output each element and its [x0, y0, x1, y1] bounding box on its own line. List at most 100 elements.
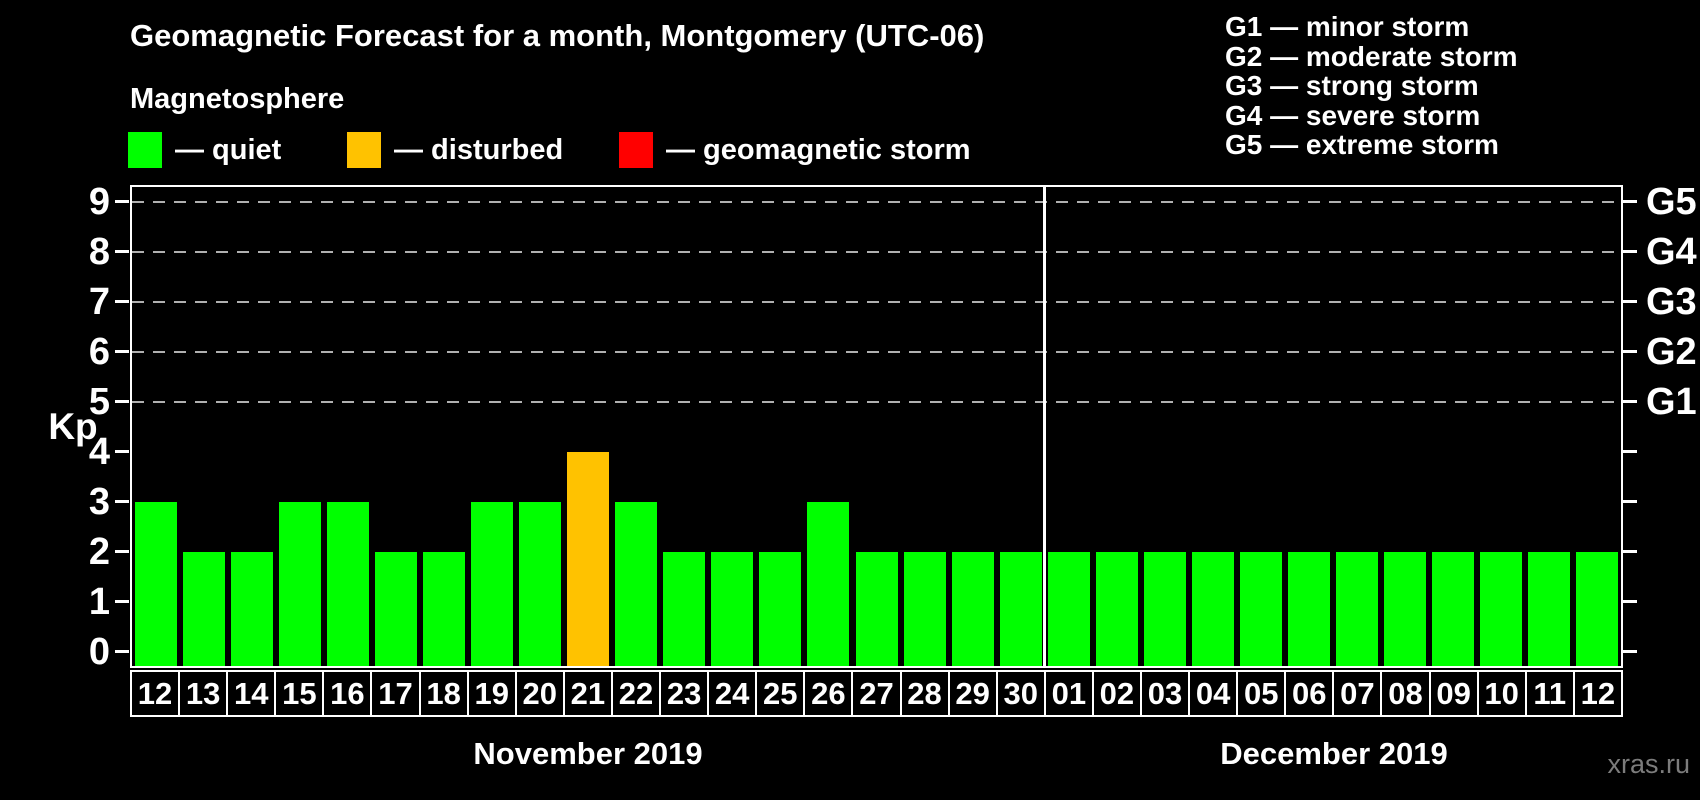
kp-bar-day-16	[327, 501, 370, 666]
legend-label-disturbed: — disturbed	[394, 133, 564, 166]
storm-color-swatch	[619, 132, 653, 168]
y-axis-tick-right-2	[1623, 550, 1637, 553]
y-axis-label-3: 3	[88, 480, 110, 523]
day-cell-17: 17	[372, 672, 421, 715]
gridline-kp5	[132, 400, 1621, 403]
kp-bar-day-13	[183, 551, 226, 666]
day-cell-22: 22	[613, 672, 662, 715]
gridline-kp6	[132, 350, 1621, 353]
storm-scale-g2: G2 — moderate storm	[1225, 40, 1518, 72]
y-axis-tick-left-9	[115, 200, 129, 203]
day-cell-04: 04	[1190, 672, 1239, 715]
kp-bar-day-12	[135, 501, 178, 666]
storm-scale-g4: G4 — severe storm	[1225, 99, 1481, 131]
kp-bar-day-15	[279, 501, 322, 666]
gridline-kp7	[132, 300, 1621, 303]
y-axis-tick-left-0	[115, 650, 129, 653]
y-axis-tick-left-1	[115, 600, 129, 603]
kp-bar-day-08	[1383, 551, 1426, 666]
kp-bar-day-28	[903, 551, 946, 666]
y-axis-label-8: 8	[88, 230, 110, 273]
legend-item-disturbed: — disturbed	[347, 131, 563, 169]
kp-bar-day-01	[1047, 551, 1090, 666]
month-label-december: December 2019	[1220, 736, 1448, 771]
gridline-kp8	[132, 250, 1621, 253]
y-axis-tick-left-5	[115, 400, 129, 403]
day-cell-18: 18	[421, 672, 469, 715]
y-axis-tick-left-7	[115, 300, 129, 303]
day-cell-16: 16	[324, 672, 373, 715]
g-scale-label-g4: G4	[1646, 230, 1697, 273]
day-cell-20: 20	[517, 672, 565, 715]
kp-bar-day-23	[663, 551, 706, 666]
chart-title: Geomagnetic Forecast for a month, Montgo…	[130, 18, 985, 53]
y-axis-title: Kp	[48, 406, 98, 447]
kp-bar-day-21	[567, 451, 610, 666]
y-axis-tick-right-4	[1623, 450, 1637, 453]
day-cell-23: 23	[661, 672, 710, 715]
day-cell-14: 14	[228, 672, 277, 715]
day-cell-11: 11	[1527, 672, 1575, 715]
day-cell-25: 25	[757, 672, 806, 715]
y-axis-tick-left-4	[115, 450, 129, 453]
y-axis-tick-right-7	[1623, 300, 1637, 303]
day-cell-24: 24	[709, 672, 758, 715]
y-axis-tick-right-9	[1623, 200, 1637, 203]
day-cell-12: 12	[1580, 675, 1616, 711]
y-axis-label-9: 9	[88, 180, 110, 223]
day-cell-26: 26	[805, 672, 854, 715]
storm-scale-g1: G1 — minor storm	[1225, 11, 1470, 42]
storm-scale-g5: G5 — extreme storm	[1225, 129, 1499, 160]
y-axis-tick-right-8	[1623, 250, 1637, 253]
kp-bar-day-09	[1431, 551, 1474, 666]
y-axis-tick-right-0	[1623, 650, 1637, 653]
y-axis-tick-right-6	[1623, 350, 1637, 353]
day-cell-12: 12	[132, 672, 181, 715]
kp-bar-day-05	[1239, 551, 1282, 666]
y-axis-label-6: 6	[88, 330, 110, 373]
plot-area	[130, 185, 1623, 668]
g-scale-label-g2: G2	[1646, 330, 1697, 373]
kp-bar-day-26	[807, 501, 850, 666]
y-axis-tick-left-3	[115, 500, 129, 503]
kp-bar-day-04	[1191, 551, 1234, 666]
day-cell-06: 06	[1286, 672, 1335, 715]
kp-bar-day-29	[951, 551, 994, 666]
kp-bar-day-11	[1527, 551, 1570, 666]
gridline-kp9	[132, 200, 1621, 203]
day-cell-28: 28	[902, 672, 950, 715]
kp-bar-day-22	[615, 501, 658, 666]
kp-bar-day-24	[711, 551, 754, 666]
day-cell-08: 08	[1382, 672, 1431, 715]
kp-bar-day-18	[423, 551, 466, 666]
day-cell-13: 13	[180, 672, 229, 715]
watermark: xras.ru	[1607, 749, 1690, 779]
kp-bar-day-14	[231, 551, 274, 666]
day-cell-21: 21	[565, 672, 613, 715]
y-axis-tick-left-2	[115, 550, 129, 553]
kp-bar-day-02	[1095, 551, 1138, 666]
day-cell-30: 30	[998, 672, 1046, 715]
kp-bar-day-03	[1143, 551, 1186, 666]
kp-bar-day-17	[375, 551, 418, 666]
legend-label-quiet: — quiet	[175, 133, 282, 166]
g-scale-label-g3: G3	[1646, 280, 1697, 323]
g-scale-label-g5: G5	[1646, 180, 1697, 223]
kp-bar-day-06	[1287, 551, 1330, 666]
kp-bar-day-10	[1479, 551, 1522, 666]
legend-item-quiet: — quiet	[128, 131, 281, 169]
day-cell-01: 01	[1046, 672, 1094, 715]
day-cell-09: 09	[1431, 672, 1479, 715]
y-axis-tick-right-1	[1623, 600, 1637, 603]
day-cell-15: 15	[276, 672, 325, 715]
kp-bar-day-07	[1335, 551, 1378, 666]
kp-bar-day-25	[759, 551, 802, 666]
day-cell-19: 19	[469, 672, 517, 715]
day-cell-27: 27	[853, 672, 902, 715]
day-cell-10: 10	[1479, 672, 1527, 715]
storm-scale-g3: G3 — strong storm	[1225, 70, 1479, 101]
y-axis-label-2: 2	[88, 530, 110, 573]
kp-bar-day-20	[519, 501, 562, 666]
y-axis-tick-left-8	[115, 250, 129, 253]
